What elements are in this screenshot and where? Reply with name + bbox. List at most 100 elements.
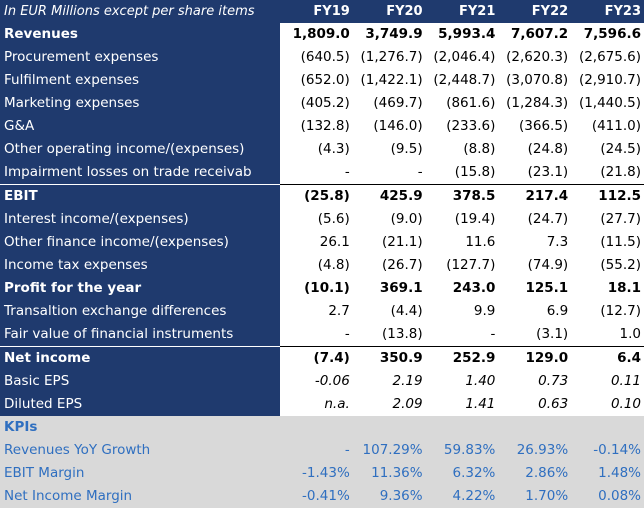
- row-income-tax-expenses: Income tax expenses (4.8) (26.7) (127.7)…: [0, 254, 644, 277]
- row-label: EBIT Margin: [0, 462, 280, 485]
- row-diluted-eps: Diluted EPS n.a. 2.09 1.41 0.63 0.10: [0, 393, 644, 416]
- row-fulfilment-expenses: Fulfilment expenses (652.0) (1,422.1) (2…: [0, 69, 644, 92]
- cell-value: -0.14%: [571, 439, 644, 462]
- kpi-section-title-row: KPIs: [0, 416, 644, 439]
- cell-value: -0.06: [280, 370, 353, 393]
- cell-value: 1.48%: [571, 462, 644, 485]
- cell-value: 11.6: [425, 231, 499, 254]
- cell-value: (2,675.6): [571, 46, 644, 69]
- row-profit-for-the-year: Profit for the year (10.1) 369.1 243.0 1…: [0, 277, 644, 300]
- row-net-income: Net income (7.4) 350.9 252.9 129.0 6.4: [0, 346, 644, 370]
- cell-value: 217.4: [498, 184, 572, 208]
- row-label: Impairment losses on trade receivab: [0, 161, 280, 185]
- cell-value: (2,448.7): [425, 69, 499, 92]
- cell-value: 0.73: [498, 370, 572, 393]
- cell-value: 2.09: [352, 393, 426, 416]
- cell-value: (13.8): [352, 323, 426, 347]
- row-label: Procurement expenses: [0, 46, 280, 69]
- cell-value: (2,046.4): [425, 46, 499, 69]
- cell-value: 2.7: [280, 300, 353, 323]
- cell-value: 2.86%: [498, 462, 572, 485]
- cell-value: -: [280, 323, 353, 347]
- cell-value: (4.4): [352, 300, 426, 323]
- row-label: Revenues YoY Growth: [0, 439, 280, 462]
- cell-value: (469.7): [352, 92, 426, 115]
- cell-value: (366.5): [498, 115, 572, 138]
- cell-value: (146.0): [352, 115, 426, 138]
- row-label: Income tax expenses: [0, 254, 280, 277]
- row-label: Revenues: [0, 23, 280, 46]
- cell-value: 18.1: [571, 277, 644, 300]
- cell-value: 243.0: [425, 277, 499, 300]
- cell-value: -: [280, 439, 353, 462]
- cell-value: 0.10: [571, 393, 644, 416]
- cell-value: (23.1): [498, 161, 572, 185]
- cell-value: (4.3): [280, 138, 353, 161]
- cell-value: (411.0): [571, 115, 644, 138]
- row-impairment-losses: Impairment losses on trade receivab - - …: [0, 161, 644, 185]
- cell-value: (8.8): [425, 138, 499, 161]
- cell-value: 9.36%: [352, 485, 426, 508]
- cell-value: (3.1): [498, 323, 572, 347]
- row-revenues: Revenues 1,809.0 3,749.9 5,993.4 7,607.2…: [0, 23, 644, 46]
- row-label: Other finance income/(expenses): [0, 231, 280, 254]
- cell-value: (1,422.1): [352, 69, 426, 92]
- cell-value: 1.40: [425, 370, 499, 393]
- row-ebit-margin: EBIT Margin -1.43% 11.36% 6.32% 2.86% 1.…: [0, 462, 644, 485]
- cell-value: (1,276.7): [352, 46, 426, 69]
- row-label: Marketing expenses: [0, 92, 280, 115]
- cell-value: (652.0): [280, 69, 353, 92]
- row-procurement-expenses: Procurement expenses (640.5) (1,276.7) (…: [0, 46, 644, 69]
- cell-value: (15.8): [425, 161, 499, 185]
- header-year-fy23: FY23: [571, 0, 644, 23]
- header-year-fy21: FY21: [425, 0, 499, 23]
- cell-value: 125.1: [498, 277, 572, 300]
- cell-value: -0.41%: [280, 485, 353, 508]
- row-marketing-expenses: Marketing expenses (405.2) (469.7) (861.…: [0, 92, 644, 115]
- cell-value: -: [425, 323, 499, 347]
- row-label: Interest income/(expenses): [0, 208, 280, 231]
- cell-value: (9.0): [352, 208, 426, 231]
- cell-value: -: [280, 161, 353, 185]
- cell-value: (640.5): [280, 46, 353, 69]
- row-label: Net Income Margin: [0, 485, 280, 508]
- cell-value: 6.32%: [425, 462, 499, 485]
- cell-value: 0.63: [498, 393, 572, 416]
- cell-value: 11.36%: [352, 462, 426, 485]
- cell-value: 6.9: [498, 300, 572, 323]
- cell-value: (10.1): [280, 277, 353, 300]
- cell-value: (12.7): [571, 300, 644, 323]
- cell-value: 425.9: [352, 184, 426, 208]
- cell-value: (861.6): [425, 92, 499, 115]
- cell-value: (4.8): [280, 254, 353, 277]
- row-other-finance-income: Other finance income/(expenses) 26.1 (21…: [0, 231, 644, 254]
- cell-value: (3,070.8): [498, 69, 572, 92]
- header-year-fy20: FY20: [352, 0, 426, 23]
- cell-value: (74.9): [498, 254, 572, 277]
- row-revenues-yoy-growth: Revenues YoY Growth - 107.29% 59.83% 26.…: [0, 439, 644, 462]
- row-label: Fair value of financial instruments: [0, 323, 280, 347]
- cell-value: 4.22%: [425, 485, 499, 508]
- cell-value: (21.1): [352, 231, 426, 254]
- row-label: Fulfilment expenses: [0, 69, 280, 92]
- cell-value: (25.8): [280, 184, 353, 208]
- cell-value: 107.29%: [352, 439, 426, 462]
- cell-value: 378.5: [425, 184, 499, 208]
- cell-value: (9.5): [352, 138, 426, 161]
- cell-value: 5,993.4: [425, 23, 499, 46]
- cell-value: (127.7): [425, 254, 499, 277]
- cell-value: 252.9: [425, 346, 499, 370]
- cell-value: 9.9: [425, 300, 499, 323]
- header-year-fy22: FY22: [498, 0, 572, 23]
- row-label: Transaltion exchange differences: [0, 300, 280, 323]
- row-label: Other operating income/(expenses): [0, 138, 280, 161]
- cell-value: (19.4): [425, 208, 499, 231]
- cell-value: (26.7): [352, 254, 426, 277]
- cell-value: 0.08%: [571, 485, 644, 508]
- cell-value: (24.5): [571, 138, 644, 161]
- cell-value: (405.2): [280, 92, 353, 115]
- cell-value: 112.5: [571, 184, 644, 208]
- row-ebit: EBIT (25.8) 425.9 378.5 217.4 112.5: [0, 184, 644, 208]
- kpi-section-title: KPIs: [0, 416, 280, 439]
